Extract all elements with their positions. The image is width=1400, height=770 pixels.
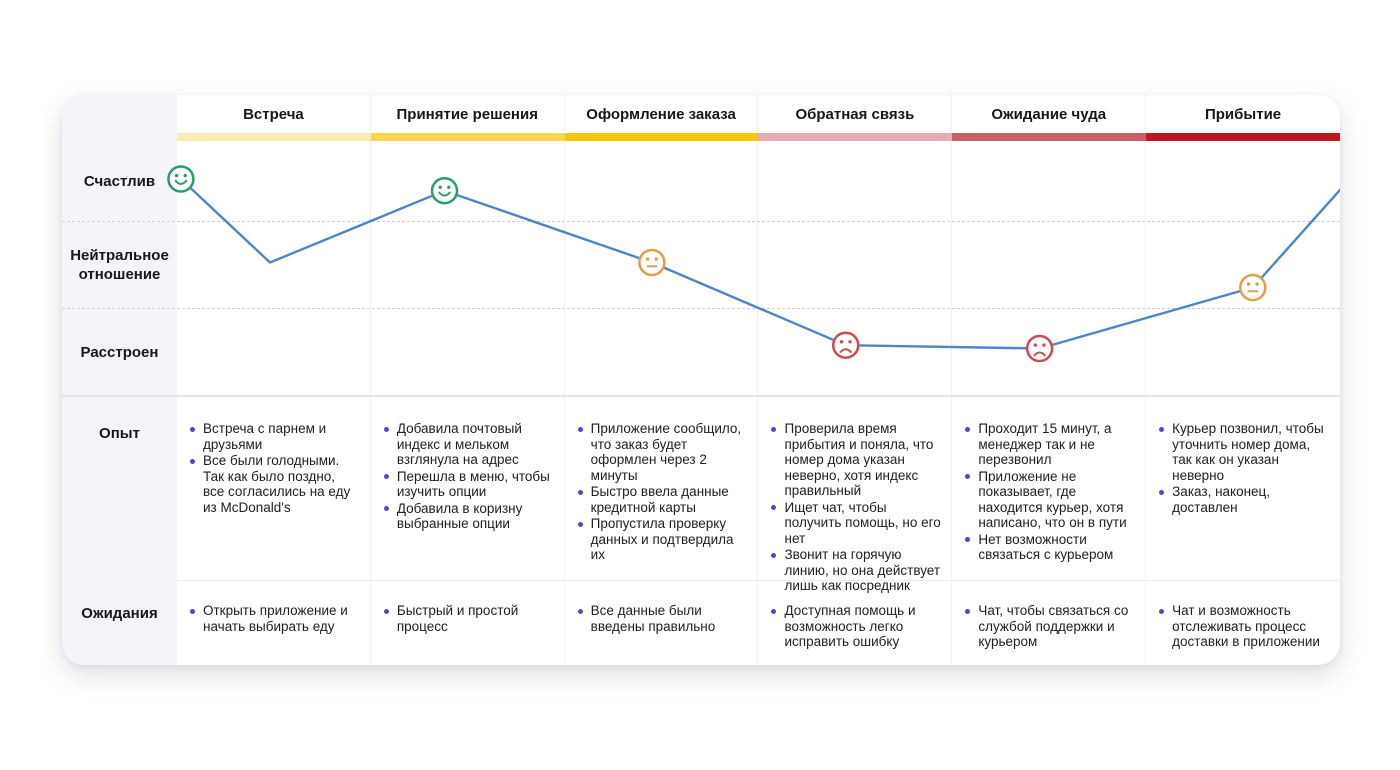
- stage-header-waiting: Ожидание чуда: [952, 95, 1147, 133]
- expectations-list: Чат, чтобы связаться со службой поддержк…: [964, 603, 1135, 650]
- bullet-item: Все данные были введены правильно: [577, 603, 748, 634]
- severity-bar-segment: [177, 133, 371, 141]
- experience-cell: Проходит 15 минут, а менеджер так и не п…: [952, 397, 1147, 595]
- expectations-cell: Чат и возможность отслеживать процесс до…: [1146, 581, 1340, 665]
- bullet-item: Ищет чат, чтобы получить помощь, но его …: [770, 500, 941, 547]
- bullet-item: Чат, чтобы связаться со службой поддержк…: [964, 603, 1135, 650]
- emotion-band-neutral: Нейтральное отношение: [62, 222, 1340, 309]
- bullet-item: Встреча с парнем и друзьями: [189, 421, 360, 452]
- stage-header-arrival: Прибытие: [1204, 105, 1282, 123]
- expectations-cell: Все данные были введены правильно: [565, 581, 759, 665]
- section-divider: [62, 395, 1340, 397]
- bullet-item: Пропустила проверку данных и подтвердила…: [577, 516, 748, 563]
- bullet-item: Все были голодными. Так как было поздно,…: [189, 453, 360, 515]
- emotion-label-happy: Счастлив: [62, 141, 177, 221]
- emotion-label-upset: Расстроен: [62, 309, 177, 395]
- expectations-list: Все данные были введены правильно: [577, 603, 748, 634]
- experience-list: Встреча с парнем и друзьями Все были голо…: [189, 421, 360, 515]
- bullet-item: Звонит на горячую линию, но она действуе…: [770, 547, 941, 594]
- bullet-item: Быстро ввела данные кредитной карты: [577, 484, 748, 515]
- bullet-item: Добавила почтовый индекс и мельком взгля…: [383, 421, 554, 468]
- journey-map-card: Встреча Принятие решения Оформление зака…: [62, 95, 1340, 665]
- emotion-band-upset: Расстроен: [62, 309, 1340, 395]
- emoji-marker-sad: [831, 331, 860, 359]
- header-corner: [62, 95, 177, 133]
- bullet-item: Проверила время прибытия и поняла, что н…: [770, 421, 941, 499]
- expectations-row: Ожидания Открыть приложение и начать выб…: [62, 581, 1340, 665]
- emoji-marker-neutral: [1239, 273, 1267, 302]
- bullet-item: Добавила в коризну выбранные опции: [383, 501, 554, 532]
- expectations-cell: Быстрый и простой процесс: [371, 581, 565, 665]
- experience-list: Приложение сообщило, что заказ будет офо…: [577, 421, 748, 563]
- severity-bar-segment: [1146, 133, 1340, 141]
- severity-bar-segment: [952, 133, 1147, 141]
- bullet-item: Нет возможности связаться с курьером: [964, 532, 1135, 563]
- bullet-item: Доступная помощь и возможность легко исп…: [770, 603, 941, 650]
- expectations-list: Доступная помощь и возможность легко исп…: [770, 603, 941, 650]
- bullet-item: Курьер позвонил, чтобы уточнить номер до…: [1158, 421, 1330, 483]
- emotion-label-neutral: Нейтральное отношение: [62, 222, 177, 308]
- experience-list: Курьер позвонил, чтобы уточнить номер до…: [1158, 421, 1330, 515]
- emotion-curve: [179, 177, 1340, 350]
- experience-row: Опыт Встреча с парнем и друзьями Все были…: [62, 397, 1340, 595]
- chart-column-grid: [177, 141, 1340, 395]
- expectations-list: Быстрый и простой процесс: [383, 603, 554, 634]
- bullet-item: Приложение не показывает, где находится …: [964, 469, 1135, 531]
- expectations-cell: Чат, чтобы связаться со службой поддержк…: [952, 581, 1147, 665]
- emoji-marker-happy: [167, 165, 195, 193]
- stage-header-feedback: Обратная связь: [758, 95, 953, 133]
- stage-header-decision: Принятие решения: [371, 95, 565, 133]
- expectations-list: Чат и возможность отслеживать процесс до…: [1158, 603, 1330, 650]
- experience-cell: Проверила время прибытия и поняла, что н…: [758, 397, 953, 595]
- experience-list: Проверила время прибытия и поняла, что н…: [770, 421, 941, 594]
- expectations-cell: Доступная помощь и возможность легко исп…: [758, 581, 953, 665]
- severity-bar-segment: [370, 133, 565, 141]
- expectations-row-label: Ожидания: [62, 581, 177, 665]
- emoji-marker-neutral: [638, 248, 666, 277]
- bullet-item: Приложение сообщило, что заказ будет офо…: [577, 421, 748, 483]
- bullet-item: Перешла в меню, чтобы изучить опции: [383, 469, 554, 500]
- expectations-cell: Открыть приложение и начать выбирать еду: [177, 581, 371, 665]
- severity-bar-corner: [62, 133, 177, 141]
- emoji-marker-sad: [1025, 334, 1054, 363]
- stage-header-meeting: Встреча: [177, 95, 371, 133]
- stage-header-row: Встреча Принятие решения Оформление зака…: [62, 95, 1340, 133]
- severity-bar-segment: [564, 133, 759, 141]
- experience-cell: Курьер позвонил, чтобы уточнить номер до…: [1146, 397, 1340, 595]
- experience-cell: Добавила почтовый индекс и мельком взгля…: [371, 397, 565, 595]
- emotion-chart-zone: Счастлив Нейтральное отношение Расстроен: [62, 141, 1340, 395]
- experience-list: Проходит 15 минут, а менеджер так и не п…: [964, 421, 1135, 563]
- section-divider: [62, 580, 1340, 581]
- severity-bar: [62, 133, 1340, 141]
- stage-header-checkout: Оформление заказа: [565, 95, 759, 133]
- bullet-item: Открыть приложение и начать выбирать еду: [189, 603, 360, 634]
- experience-list: Добавила почтовый индекс и мельком взгля…: [383, 421, 554, 532]
- severity-bar-segment: [758, 133, 953, 141]
- experience-row-label: Опыт: [62, 397, 177, 595]
- experience-cell: Встреча с парнем и друзьями Все были голо…: [177, 397, 371, 595]
- bullet-item: Заказ, наконец, доставлен: [1158, 484, 1330, 515]
- bullet-item: Чат и возможность отслеживать процесс до…: [1158, 603, 1330, 650]
- emotion-band-happy: Счастлив: [62, 141, 1340, 222]
- experience-cell: Приложение сообщило, что заказ будет офо…: [565, 397, 759, 595]
- emoji-marker-happy: [430, 176, 459, 205]
- journey-line-svg: [167, 165, 1340, 363]
- expectations-list: Открыть приложение и начать выбирать еду: [189, 603, 360, 634]
- bullet-item: Быстрый и простой процесс: [383, 603, 554, 634]
- bullet-item: Проходит 15 минут, а менеджер так и не п…: [964, 421, 1135, 468]
